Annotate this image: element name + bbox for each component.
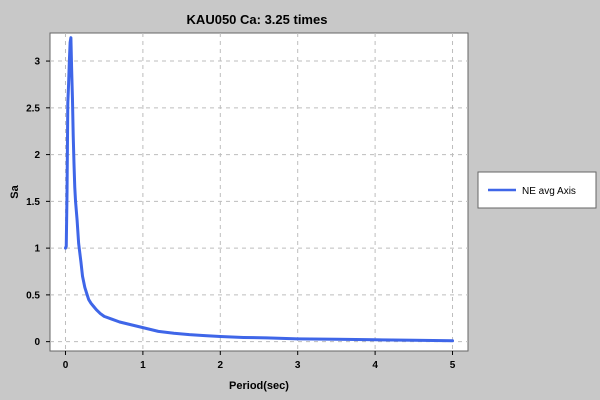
data-point bbox=[67, 83, 70, 86]
plot-area bbox=[49, 32, 469, 352]
data-point bbox=[188, 333, 191, 336]
y-tick-label: 0 bbox=[34, 337, 40, 348]
data-point bbox=[68, 59, 71, 63]
grid-layer bbox=[50, 33, 468, 351]
x-tick-label: 5 bbox=[450, 360, 456, 371]
data-point bbox=[72, 162, 76, 166]
data-point bbox=[242, 336, 245, 339]
data-point bbox=[75, 218, 79, 222]
data-point bbox=[85, 293, 89, 297]
y-tick-label: 2 bbox=[34, 150, 40, 161]
legend: NE avg Axis bbox=[477, 171, 597, 209]
data-point bbox=[126, 322, 129, 326]
x-tick-label: 2 bbox=[218, 360, 224, 371]
data-point bbox=[74, 200, 77, 203]
data-point bbox=[73, 186, 76, 189]
data-point bbox=[133, 324, 137, 327]
data-point bbox=[71, 97, 74, 100]
data-point bbox=[92, 304, 95, 308]
chart-title: KAU050 Ca: 3.25 times bbox=[187, 12, 328, 27]
data-point bbox=[87, 298, 90, 301]
data-point bbox=[451, 339, 454, 342]
data-point bbox=[203, 334, 207, 337]
data-point bbox=[102, 315, 106, 318]
y-tick-label: 1 bbox=[34, 244, 40, 255]
data-point bbox=[141, 326, 145, 329]
y-tick-label: 3 bbox=[34, 57, 40, 68]
legend-series-label: NE avg Axis bbox=[522, 186, 576, 197]
data-point bbox=[172, 332, 176, 335]
x-tick-label: 0 bbox=[63, 360, 69, 371]
data-point bbox=[335, 338, 338, 341]
data-point bbox=[118, 320, 121, 324]
x-axis-label: Period(sec) bbox=[229, 380, 289, 392]
data-point bbox=[79, 260, 83, 264]
data-point bbox=[157, 330, 160, 333]
data-point bbox=[219, 335, 222, 338]
x-tick-label: 4 bbox=[372, 360, 378, 371]
data-point bbox=[72, 134, 75, 138]
y-tick-label: 0.5 bbox=[26, 290, 40, 301]
y-tick-label: 2.5 bbox=[26, 103, 40, 114]
y-axis-label: Sa bbox=[9, 184, 21, 198]
x-tick-label: 3 bbox=[295, 360, 301, 371]
data-point bbox=[81, 274, 84, 278]
series-layer bbox=[63, 36, 455, 343]
data-point bbox=[69, 36, 73, 39]
data-point bbox=[65, 190, 69, 194]
data-point bbox=[265, 336, 268, 340]
data-point bbox=[412, 339, 416, 342]
tick-layer: 0 1 2 3 4 5 0 0.5 1 1.5 2 2.5 3 bbox=[26, 57, 456, 371]
x-tick-label: 1 bbox=[140, 360, 146, 371]
data-point bbox=[68, 41, 72, 44]
data-point bbox=[110, 318, 114, 321]
data-point bbox=[66, 101, 70, 105]
data-point bbox=[77, 242, 80, 245]
data-point bbox=[65, 245, 68, 248]
data-point bbox=[83, 286, 87, 289]
y-tick-label: 1.5 bbox=[26, 197, 40, 208]
data-point bbox=[64, 246, 67, 250]
data-point bbox=[89, 302, 93, 305]
data-point bbox=[296, 337, 299, 341]
data-point bbox=[149, 328, 152, 331]
data-point bbox=[70, 69, 73, 72]
data-point bbox=[95, 308, 98, 312]
data-point bbox=[373, 338, 377, 341]
data-point bbox=[99, 312, 102, 315]
